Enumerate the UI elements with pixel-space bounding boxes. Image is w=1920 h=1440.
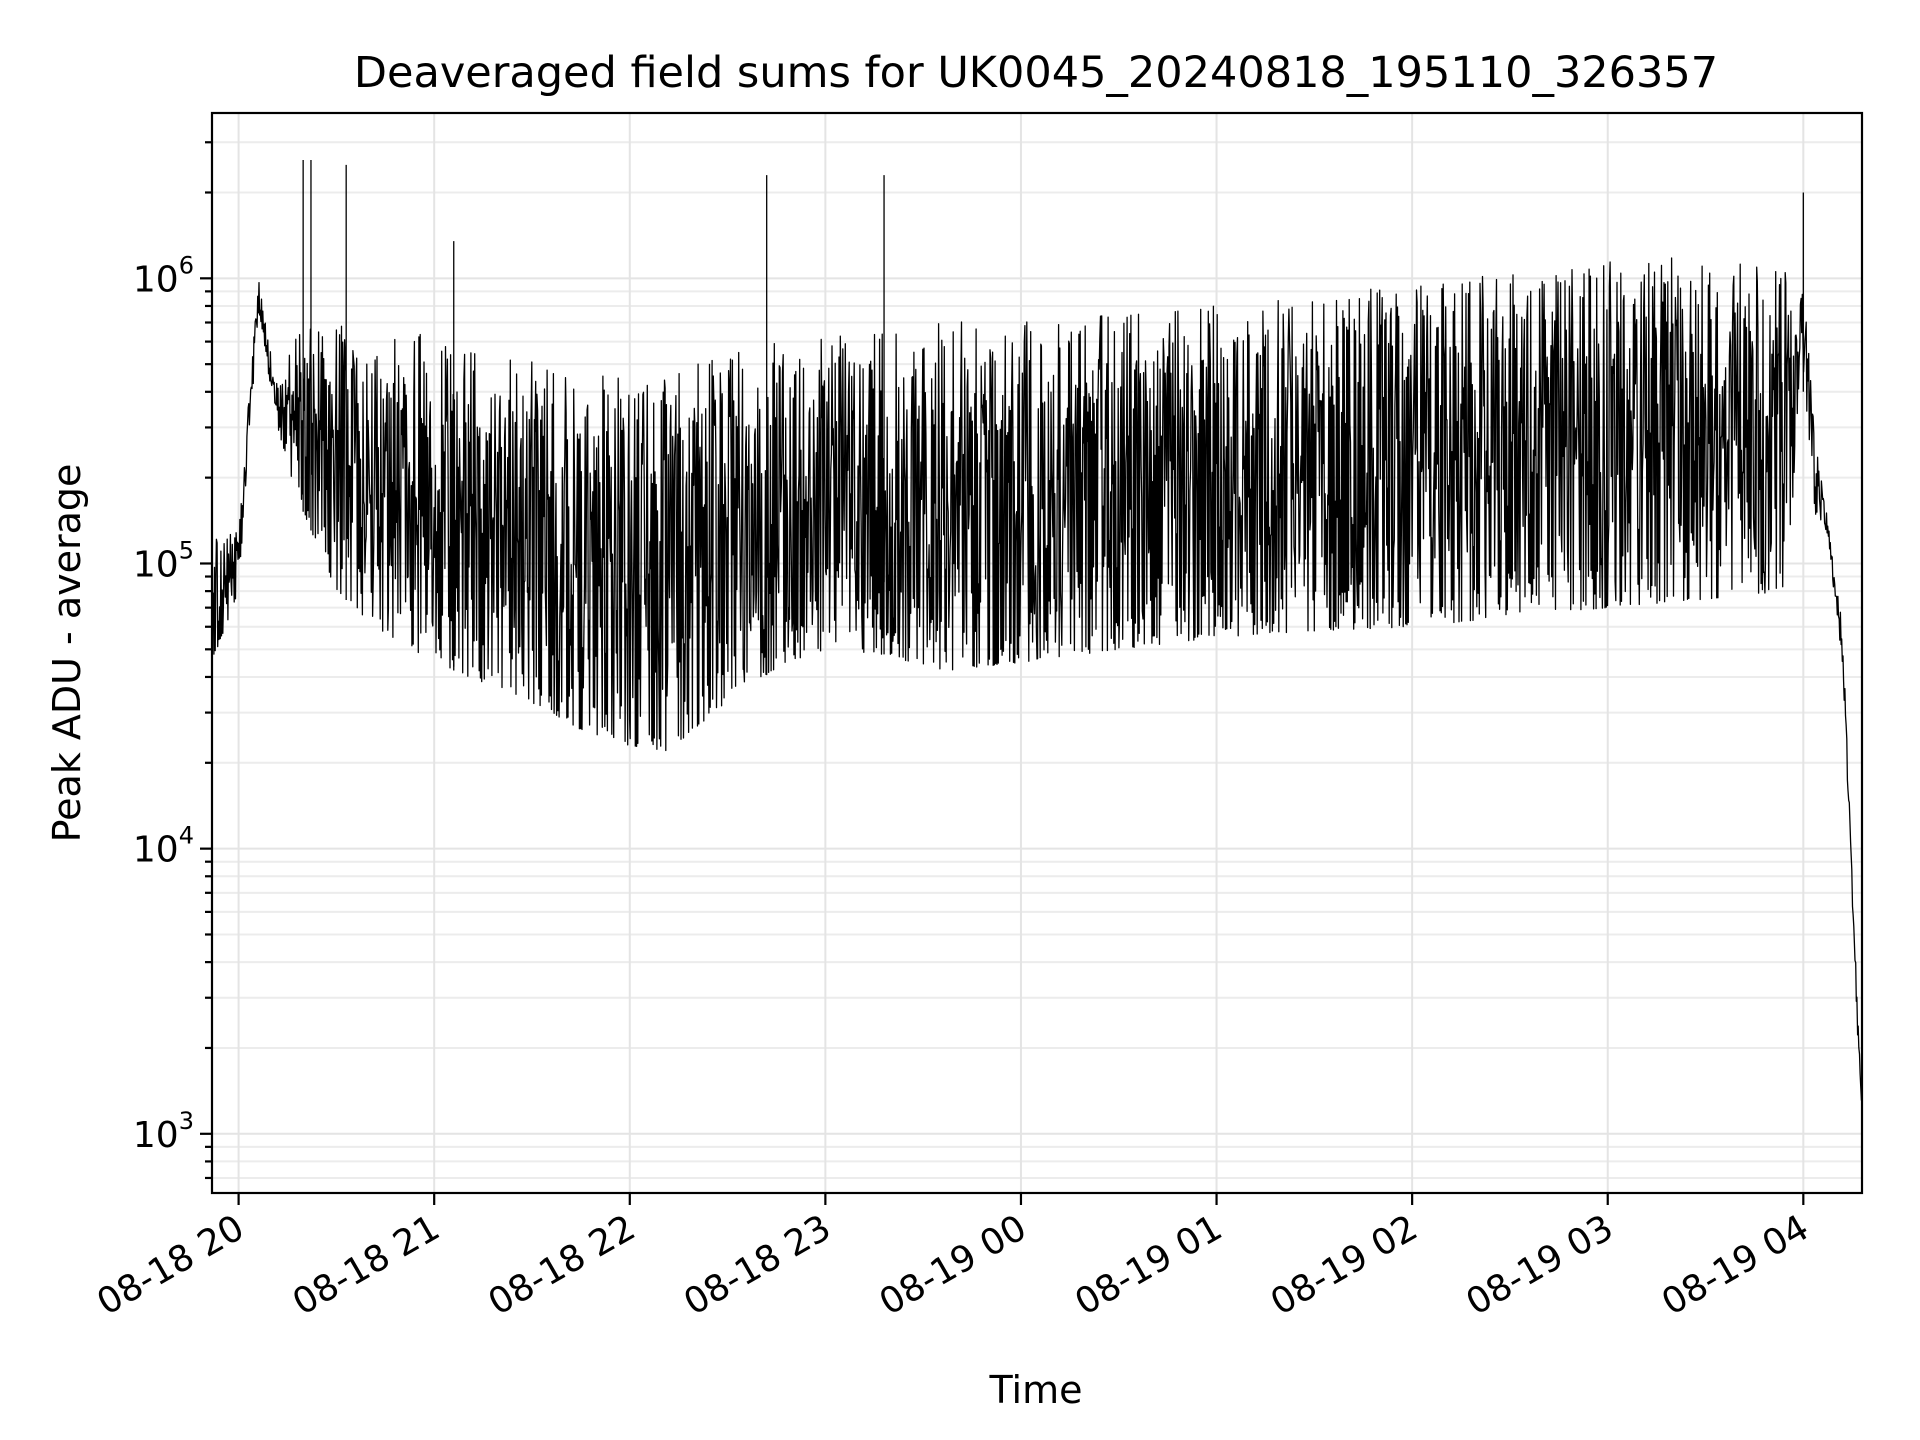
x-tick-label: 08-18 23 bbox=[677, 1207, 838, 1323]
y-tick-label: 103 bbox=[133, 1107, 194, 1156]
series-line bbox=[211, 257, 1863, 1101]
x-tick-label: 08-19 04 bbox=[1655, 1207, 1816, 1323]
x-tick-label: 08-19 03 bbox=[1460, 1207, 1621, 1323]
y-tick-label: 106 bbox=[133, 251, 194, 300]
x-tick-label: 08-19 00 bbox=[873, 1207, 1034, 1323]
y-axis-label: Peak ADU - average bbox=[45, 464, 89, 843]
series-layer bbox=[211, 159, 1863, 1101]
x-axis: 08-18 20 08-18 21 08-18 22 08-18 23 08-19 00… bbox=[90, 1193, 1816, 1324]
plot-frame bbox=[210, 111, 1864, 1195]
x-tick-label: 08-18 21 bbox=[286, 1207, 447, 1323]
x-tick-label: 08-18 22 bbox=[482, 1207, 643, 1323]
chart-title: Deaveraged field sums for UK0045_2024081… bbox=[354, 48, 1718, 98]
y-tick-label: 104 bbox=[133, 822, 194, 871]
y-axis: 103 104 105 106 bbox=[133, 141, 212, 1180]
x-axis-label: Time bbox=[989, 1368, 1083, 1412]
x-tick-label: 08-19 02 bbox=[1264, 1207, 1425, 1323]
x-tick-label: 08-19 01 bbox=[1068, 1207, 1229, 1323]
y-tick-label: 105 bbox=[133, 536, 194, 585]
x-tick-label: 08-18 20 bbox=[90, 1207, 251, 1323]
